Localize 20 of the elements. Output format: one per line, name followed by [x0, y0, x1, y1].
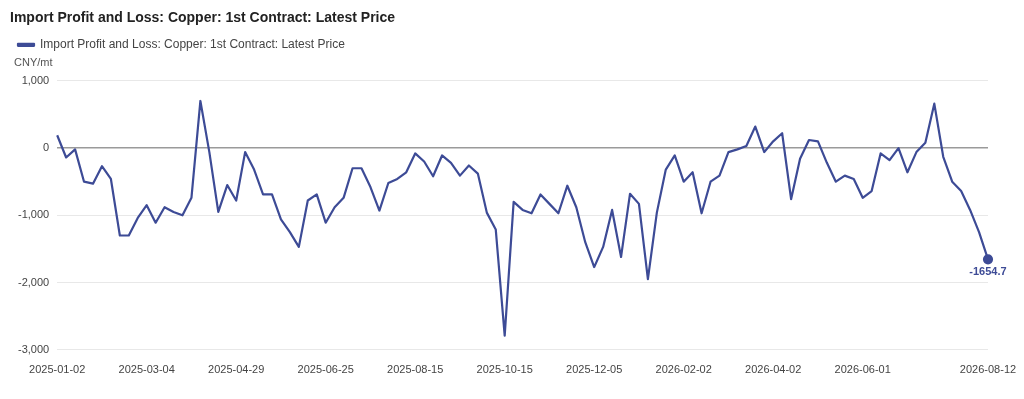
- x-tick-label: 2025-06-25: [297, 363, 354, 376]
- y-tick-label: 0: [43, 141, 50, 154]
- x-tick-label: 2025-10-15: [476, 363, 533, 376]
- y-axis-title: CNY/mt: [14, 56, 53, 69]
- data-label: -1654.7: [969, 264, 1007, 277]
- x-tick-label: 2025-03-04: [118, 363, 175, 376]
- x-tick-label: 2025-01-02: [29, 363, 86, 376]
- x-tick-label: 2025-08-15: [387, 363, 444, 376]
- x-tick-label: 2026-04-02: [745, 363, 802, 376]
- y-tick-label: -3,000: [17, 342, 50, 355]
- x-tick-label: 2025-04-29: [208, 363, 265, 376]
- x-tick-label: 2025-12-05: [566, 363, 623, 376]
- legend-label: Import Profit and Loss: Copper: 1st Contract: Latest Price: [40, 37, 346, 52]
- y-tick-label: -1,000: [17, 208, 50, 221]
- x-tick-label: 2026-08-12: [959, 363, 1017, 376]
- chart-title: Import Profit and Loss: Copper: 1st Contract: Latest Price: [10, 9, 396, 26]
- x-tick-label: 2026-06-01: [834, 363, 891, 376]
- y-tick-label: -2,000: [17, 275, 50, 288]
- y-tick-label: 1,000: [21, 73, 50, 86]
- x-tick-label: 2026-02-02: [655, 363, 712, 376]
